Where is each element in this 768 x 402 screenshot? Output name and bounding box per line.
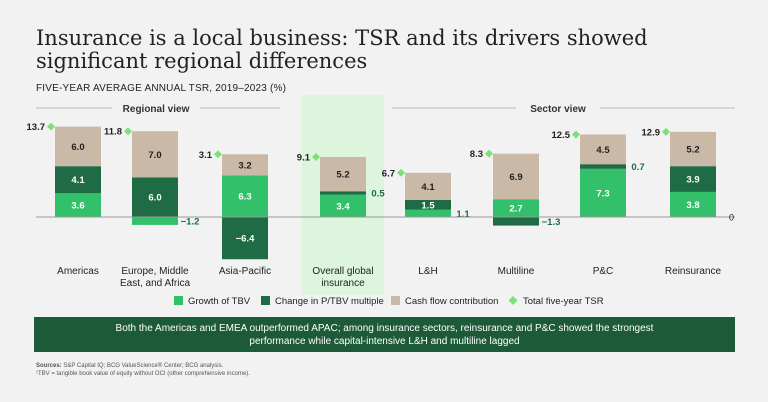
growth-bar [132,217,178,225]
footnote: ¹TBV = tangible book value of equity wit… [36,371,250,377]
growth-bar [493,199,539,217]
data-label: 3.8 [686,200,699,211]
growth-bar [55,193,101,217]
data-label: 3.4 [336,201,350,212]
total-tsr-label: 11.8 [104,127,122,138]
cash-bar [55,126,101,167]
legend-multiple-label: Change in P/TBV multiple [275,296,384,307]
data-label: 6.3 [238,192,251,203]
total-tsr-marker [47,122,55,131]
multiple-bar [670,166,716,192]
data-label: 6.0 [71,142,84,153]
multiple-bar [320,191,366,195]
total-tsr-marker [572,130,580,139]
data-label: −6.4 [236,234,255,245]
category-label: Americas [57,266,99,277]
cash-bar [405,172,451,200]
data-label: 5.2 [686,145,699,156]
chart-subtitle: FIVE-YEAR AVERAGE ANNUAL TSR, 2019–2023 … [36,83,287,94]
data-label: 2.7 [509,204,522,215]
multiple-bar [132,177,178,217]
total-tsr-label: 3.1 [199,150,213,161]
cash-bar [670,131,716,167]
category-label: L&H [418,266,437,277]
multiple-bar [55,166,101,194]
total-tsr-label: 8.3 [470,149,483,160]
total-tsr-label: 9.1 [297,152,311,163]
data-label: 0.5 [371,188,385,199]
total-tsr-marker [214,150,222,159]
multiple-bar [580,164,626,169]
multiple-bar [222,217,268,260]
growth-bar [222,175,268,217]
data-label: 7.0 [148,150,161,161]
cash-bar [132,131,178,178]
multiple-bar [405,199,451,210]
growth-bar [405,209,451,217]
category-label: P&C [593,266,614,277]
data-label: 1.1 [456,209,470,220]
data-label: 3.9 [686,175,699,186]
total-tsr-label: 12.5 [552,130,571,141]
cash-bar [580,134,626,165]
category-label: Overall global [312,266,373,277]
data-label: −1.2 [181,216,200,227]
data-label: 7.3 [596,188,609,199]
data-label: 0.7 [631,162,644,173]
growth-bar [670,191,716,217]
total-tsr-label: 13.7 [27,122,46,133]
total-tsr-marker [662,127,670,136]
category-label: East, and Africa [120,278,190,289]
category-label: Reinsurance [665,266,722,277]
cash-bar [320,156,366,192]
cash-bar [222,154,268,176]
legend-total-swatch [508,296,518,305]
total-tsr-marker [124,127,132,136]
sources-label: Sources: [36,363,62,369]
legend-growth-swatch [174,296,183,305]
legend-cash-label: Cash flow contribution [405,296,498,307]
chart-title: Insurance is a local business: TSR and i… [36,26,648,73]
data-label: 4.1 [421,182,435,193]
data-label: 4.5 [596,145,610,156]
data-label: 5.2 [336,170,349,181]
data-label: 6.0 [148,193,161,204]
zero-axis-label: 0 [729,213,734,223]
sources-note: Sources: S&P Capital IQ; BCG ValueScienc… [36,362,250,378]
data-label: −1.3 [542,217,561,228]
total-tsr-marker [485,149,493,158]
total-tsr-marker [397,168,405,177]
total-tsr-label: 6.7 [382,168,395,179]
legend-cash-swatch [391,296,400,305]
data-label: 3.6 [71,201,84,212]
multiple-bar [493,217,539,226]
data-label: 3.2 [238,160,251,171]
banner-text: Both the Americas and EMEA outperformed … [115,322,654,347]
key-takeaway-banner: Both the Americas and EMEA outperformed … [34,317,735,352]
cash-bar [493,153,539,200]
sources-text: S&P Capital IQ; BCG ValueScience® Center… [63,363,224,369]
total-tsr-marker [312,152,320,161]
group-label-sector: Sector view [530,104,586,115]
data-label: 6.9 [509,172,522,183]
category-label: Multiline [498,266,535,277]
legend-total-label: Total five-year TSR [523,296,604,307]
total-tsr-label: 12.9 [642,127,661,138]
data-label: 1.5 [421,200,435,211]
growth-bar [580,168,626,217]
legend-multiple-swatch [261,296,270,305]
growth-bar [320,194,366,217]
category-label: Asia-Pacific [219,266,271,277]
data-label: 4.1 [71,175,85,186]
category-label: Europe, Middle [121,266,189,277]
legend-growth-label: Growth of TBV [188,296,251,307]
category-label: insurance [321,278,365,289]
group-label-regional: Regional view [123,104,190,115]
